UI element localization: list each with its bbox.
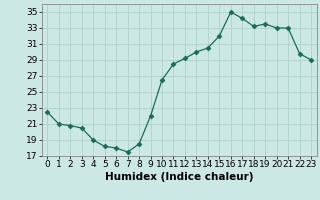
X-axis label: Humidex (Indice chaleur): Humidex (Indice chaleur) (105, 172, 253, 182)
